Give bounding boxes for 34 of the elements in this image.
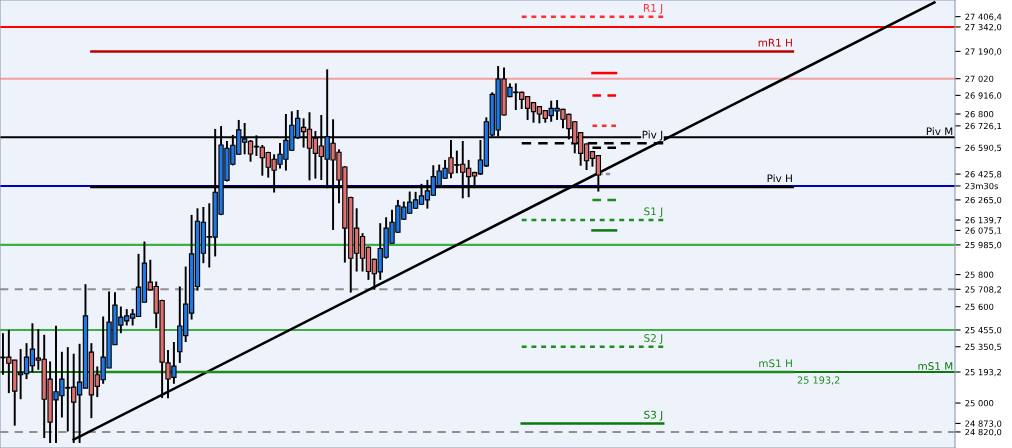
y-tick-label: 26 139,7 bbox=[965, 217, 1002, 225]
y-tick-label: 25 985,0 bbox=[965, 241, 1002, 250]
y-tick-label: 26 425,8 bbox=[965, 171, 1002, 179]
y-tick-label: 25 193,2 bbox=[965, 369, 1001, 377]
y-tick-label: 26 916,0 bbox=[965, 92, 1002, 100]
y-tick-label: 25 708,2 bbox=[965, 286, 1001, 294]
y-tick-label: 25 350,5 bbox=[965, 343, 1002, 351]
series-label: Piv H bbox=[767, 174, 792, 183]
data-label: 25 193,2 bbox=[797, 376, 840, 385]
series-label: mR1 H bbox=[758, 38, 792, 47]
series-label: Piv J bbox=[642, 130, 663, 141]
y-tick-label: 24 873,0 bbox=[965, 420, 1002, 428]
y-tick-label: 26 075,1 bbox=[965, 227, 1002, 235]
y-tick-label: 26 590,5 bbox=[965, 144, 1002, 152]
y-tick-label: 25 800 bbox=[965, 271, 994, 278]
ref-line-label: Piv M bbox=[926, 127, 953, 136]
y-tick-label: 26 800 bbox=[965, 110, 994, 118]
series-label: S1 J bbox=[644, 207, 663, 218]
y-tick-label: 27 190,0 bbox=[965, 48, 1002, 56]
y-tick-label: 27 406,4 bbox=[965, 13, 1002, 21]
ref-line-label: mS1 M bbox=[918, 362, 953, 370]
y-tick-label: 26 726,1 bbox=[965, 122, 1002, 131]
y-tick-label: 23m30s bbox=[965, 182, 998, 190]
y-tick-label: 27 342,0 bbox=[965, 23, 1002, 32]
series-label: S2 J bbox=[644, 334, 663, 344]
y-tick-label: 24 820,0 bbox=[965, 428, 1002, 437]
series-label: S3 J bbox=[644, 410, 663, 421]
y-tick-label: 26 265,0 bbox=[965, 196, 1002, 205]
series-label: R1 J bbox=[643, 4, 663, 14]
y-tick-label: 25 455,0 bbox=[965, 326, 1002, 335]
y-tick-label: 25 600 bbox=[965, 303, 994, 310]
series-label: mS1 H bbox=[759, 359, 792, 368]
y-tick-label: 27 020 bbox=[965, 75, 994, 82]
y-tick-label: 25 000 bbox=[965, 400, 994, 407]
